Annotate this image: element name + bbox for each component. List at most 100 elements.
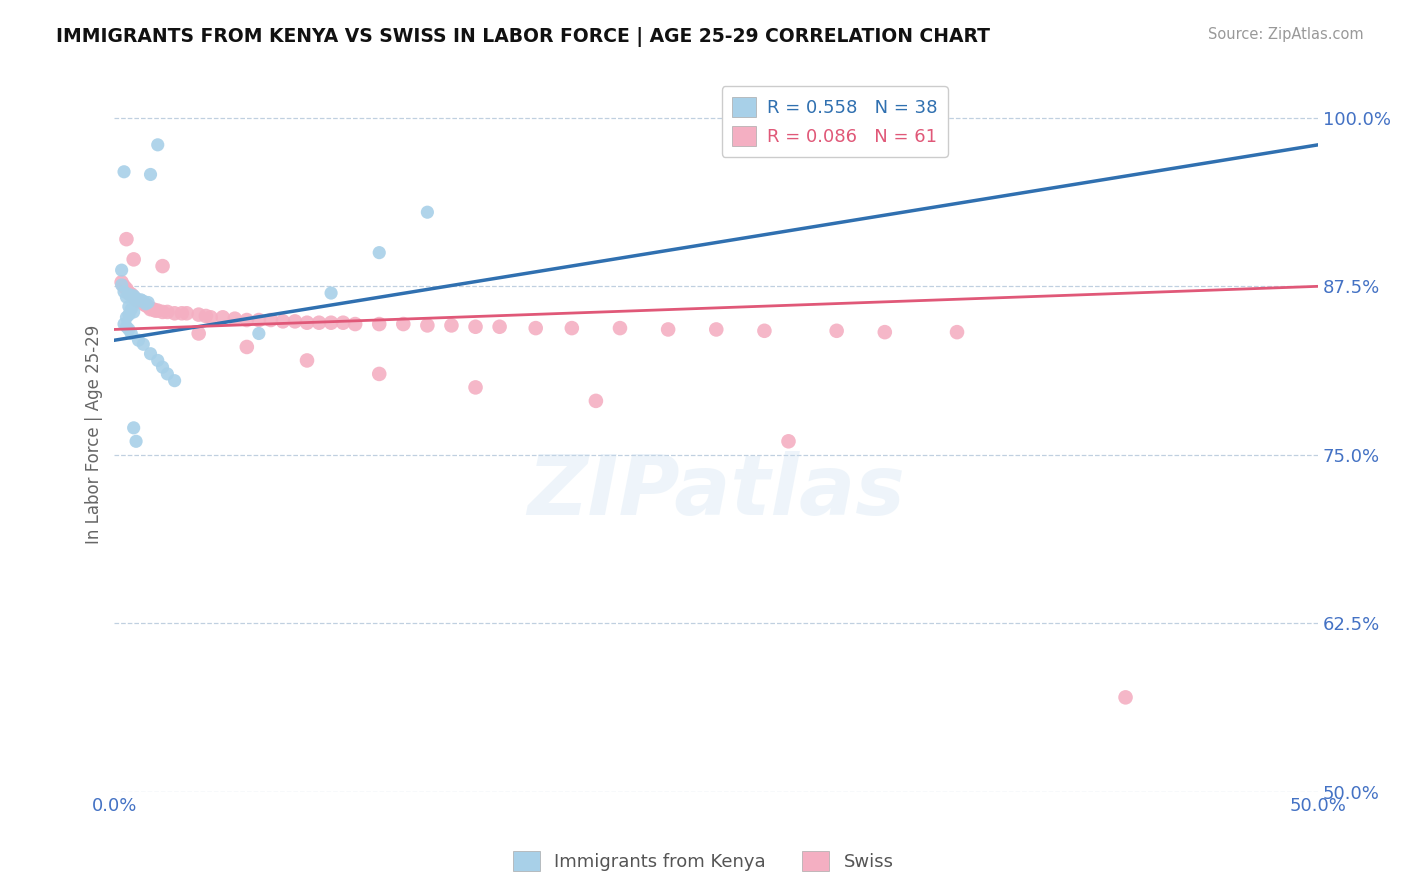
Point — [132, 297, 155, 311]
Point — [284, 314, 307, 328]
Point — [152, 259, 174, 273]
Point — [247, 313, 270, 327]
Point — [464, 380, 486, 394]
Point — [112, 165, 135, 179]
Point — [118, 287, 141, 301]
Point — [152, 305, 174, 319]
Point — [873, 325, 896, 339]
Point — [111, 275, 134, 289]
Point — [332, 316, 354, 330]
Point — [118, 308, 141, 322]
Point — [136, 300, 159, 314]
Point — [132, 294, 155, 309]
Point — [295, 353, 318, 368]
Point — [115, 232, 138, 246]
Point — [368, 245, 391, 260]
Point — [127, 333, 149, 347]
Legend: R = 0.558   N = 38, R = 0.086   N = 61: R = 0.558 N = 38, R = 0.086 N = 61 — [721, 87, 948, 157]
Point — [271, 314, 294, 328]
Point — [319, 316, 342, 330]
Point — [368, 317, 391, 331]
Point — [146, 137, 169, 152]
Point — [127, 294, 149, 309]
Point — [392, 317, 415, 331]
Point — [115, 282, 138, 296]
Point — [115, 310, 138, 325]
Point — [187, 308, 209, 322]
Point — [125, 292, 148, 306]
Point — [778, 434, 800, 449]
Point — [112, 285, 135, 299]
Text: IMMIGRANTS FROM KENYA VS SWISS IN LABOR FORCE | AGE 25-29 CORRELATION CHART: IMMIGRANTS FROM KENYA VS SWISS IN LABOR … — [56, 27, 990, 46]
Point — [125, 434, 148, 449]
Point — [704, 322, 727, 336]
Point — [440, 318, 463, 333]
Point — [416, 205, 439, 219]
Point — [122, 305, 145, 319]
Point — [122, 252, 145, 267]
Point — [200, 310, 222, 325]
Point — [146, 353, 169, 368]
Point — [224, 311, 246, 326]
Point — [125, 293, 148, 307]
Point — [139, 302, 162, 317]
Point — [118, 286, 141, 301]
Point — [135, 297, 157, 311]
Point — [142, 302, 165, 317]
Point — [524, 321, 547, 335]
Point — [561, 321, 583, 335]
Point — [143, 303, 166, 318]
Text: ZIPatlas: ZIPatlas — [527, 451, 905, 533]
Legend: Immigrants from Kenya, Swiss: Immigrants from Kenya, Swiss — [505, 844, 901, 879]
Point — [122, 421, 145, 435]
Point — [754, 324, 776, 338]
Point — [115, 319, 138, 334]
Point — [585, 393, 607, 408]
Point — [308, 316, 330, 330]
Point — [112, 279, 135, 293]
Point — [122, 289, 145, 303]
Point — [120, 326, 142, 341]
Point — [120, 289, 142, 303]
Point — [946, 325, 969, 339]
Point — [146, 303, 169, 318]
Point — [122, 290, 145, 304]
Point — [111, 277, 134, 292]
Point — [127, 294, 149, 309]
Point — [247, 326, 270, 341]
Point — [319, 286, 342, 301]
Point — [236, 313, 259, 327]
Point — [139, 168, 162, 182]
Point — [136, 295, 159, 310]
Point — [139, 347, 162, 361]
Point — [609, 321, 631, 335]
Point — [825, 324, 848, 338]
Point — [120, 302, 142, 317]
Point — [152, 360, 174, 375]
Point — [118, 300, 141, 314]
Point — [118, 322, 141, 336]
Point — [194, 309, 217, 323]
Y-axis label: In Labor Force | Age 25-29: In Labor Force | Age 25-29 — [86, 325, 103, 544]
Point — [187, 326, 209, 341]
Point — [120, 287, 142, 301]
Point — [1115, 690, 1137, 705]
Point — [156, 305, 179, 319]
Point — [657, 322, 679, 336]
Point — [170, 306, 193, 320]
Point — [368, 367, 391, 381]
Point — [132, 337, 155, 351]
Point — [156, 367, 179, 381]
Point — [129, 293, 152, 307]
Point — [163, 306, 186, 320]
Point — [260, 313, 283, 327]
Point — [295, 316, 318, 330]
Point — [211, 310, 233, 325]
Point — [115, 290, 138, 304]
Point — [112, 317, 135, 331]
Text: Source: ZipAtlas.com: Source: ZipAtlas.com — [1208, 27, 1364, 42]
Point — [488, 319, 510, 334]
Point — [344, 317, 367, 331]
Point — [464, 319, 486, 334]
Point — [236, 340, 259, 354]
